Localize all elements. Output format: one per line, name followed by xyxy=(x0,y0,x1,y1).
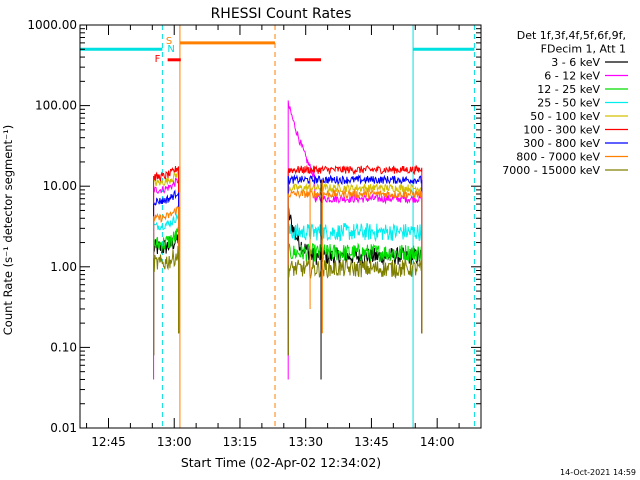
legend-entry-8: 7000 - 15000 keV xyxy=(502,164,600,177)
interval-label-F: F xyxy=(155,54,161,65)
legend-entry-3: 25 - 50 keV xyxy=(537,97,600,110)
x-tick-label-2: 13:15 xyxy=(223,435,258,449)
y-tick-label-2: 10.00 xyxy=(43,179,77,193)
x-tick-label-4: 13:45 xyxy=(354,435,389,449)
legend-entry-0: 3 - 6 keV xyxy=(551,56,600,69)
series-0-trace xyxy=(153,231,180,356)
legend-entry-5: 100 - 300 keV xyxy=(523,124,600,137)
series-4-trace xyxy=(153,170,180,356)
series-7-trace xyxy=(153,205,180,356)
timestamp: 14-Oct-2021 14:59 xyxy=(560,468,636,477)
legend-header-1: FDecim 1, Att 1 xyxy=(541,43,626,56)
interval-label-S: S xyxy=(166,36,172,47)
plot-frame xyxy=(79,24,482,429)
series-5-trace xyxy=(153,165,180,356)
series-5 xyxy=(153,164,423,356)
x-tick-label-1: 13:00 xyxy=(157,435,192,449)
x-axis-label: Start Time (02-Apr-02 12:34:02) xyxy=(181,455,381,470)
y-tick-label-1: 100.00 xyxy=(35,99,77,113)
x-tick-label-5: 14:00 xyxy=(420,435,455,449)
legend: Det 1f,3f,4f,5f,6f,9f,FDecim 1, Att 13 -… xyxy=(502,29,628,177)
y-tick-label-3: 1.00 xyxy=(50,260,77,274)
series-6 xyxy=(153,174,423,356)
y-tick-label-5: 0.01 xyxy=(50,421,77,435)
legend-entry-7: 800 - 7000 keV xyxy=(516,151,600,164)
series-6-trace xyxy=(153,189,180,356)
x-tick-label-0: 12:45 xyxy=(91,435,126,449)
legend-entry-1: 6 - 12 keV xyxy=(544,70,600,83)
series-3-trace xyxy=(153,214,180,356)
series-5-trace xyxy=(287,164,423,356)
legend-header-0: Det 1f,3f,4f,5f,6f,9f, xyxy=(517,29,626,42)
legend-entry-4: 50 - 100 keV xyxy=(530,110,600,123)
legend-entry-6: 300 - 800 keV xyxy=(523,137,600,150)
chart-title: RHESSI Count Rates xyxy=(211,6,352,22)
legend-entry-2: 12 - 25 keV xyxy=(537,83,600,96)
series-8-trace xyxy=(153,245,180,356)
y-axis-label: Count Rate (s⁻¹ detector segment⁻¹) xyxy=(1,125,15,335)
x-tick-label-3: 13:30 xyxy=(288,435,323,449)
interval-label-N: N xyxy=(167,44,174,55)
series-2-trace xyxy=(153,226,180,356)
plot-area: NSF 1000.00 100.00 10.00 1.00 0.10 0.01 12:45 13… xyxy=(27,18,482,449)
series-6-trace xyxy=(287,174,423,356)
y-tick-label-0: 1000.00 xyxy=(27,18,77,32)
y-tick-label-4: 0.10 xyxy=(50,340,77,354)
series-1-trace xyxy=(153,177,180,380)
